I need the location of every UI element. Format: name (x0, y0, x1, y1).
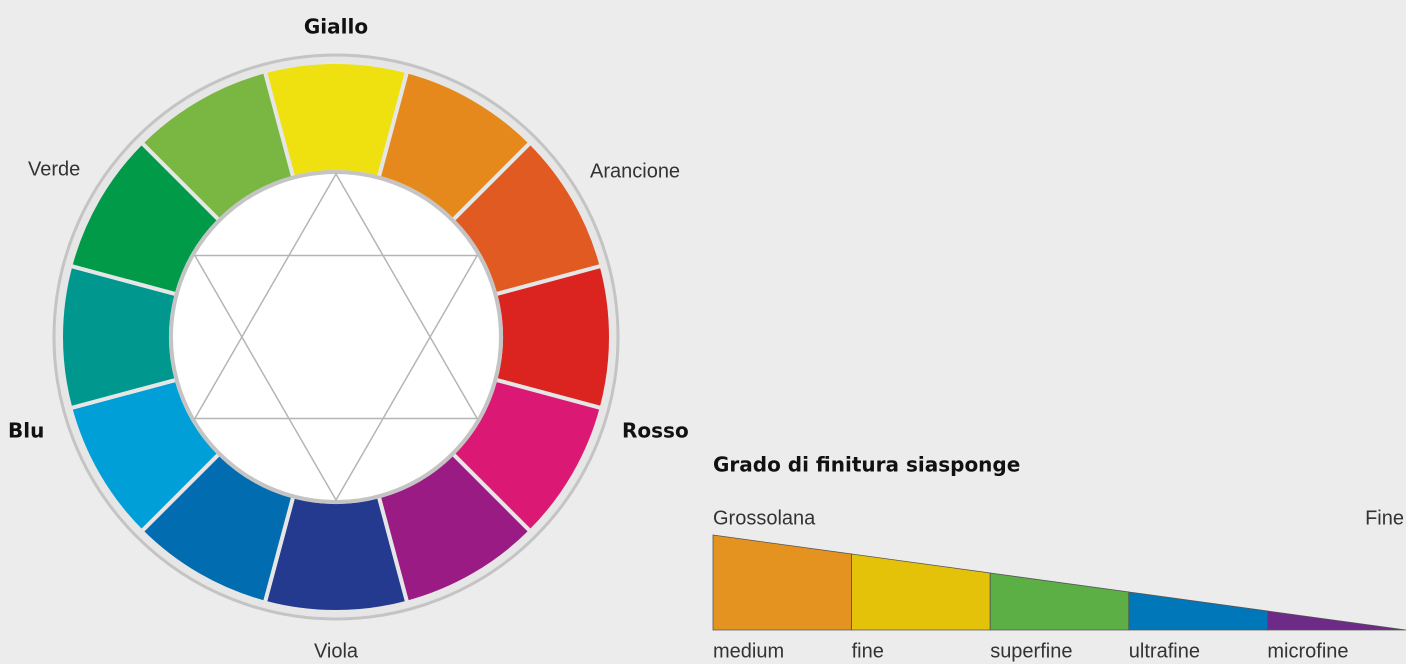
label-giallo: Giallo (304, 15, 368, 39)
grade-scale: medium fine superfine ultrafine microfine (712, 534, 1406, 662)
star-triangle (193, 254, 479, 502)
grade-label: superfine (990, 640, 1072, 662)
label-blu: Blu (8, 419, 44, 443)
label-viola: Viola (314, 640, 359, 662)
grade-label: medium (713, 640, 784, 662)
label-verde: Verde (28, 158, 80, 180)
grade-label: ultrafine (1129, 640, 1200, 662)
color-wheel (52, 53, 620, 621)
label-rosso: Rosso (622, 419, 689, 443)
wheel-inner-circle (169, 170, 503, 504)
star-triangle (193, 172, 479, 420)
scale-right-label: Fine (1365, 507, 1404, 529)
grade-label: microfine (1267, 640, 1348, 662)
grade-label: fine (852, 640, 884, 662)
scale-left-label: Grossolana (713, 507, 816, 529)
scale-title: Grado di finitura siasponge (713, 453, 1020, 477)
grade-segment (1267, 610, 1406, 631)
label-arancione: Arancione (590, 160, 680, 182)
